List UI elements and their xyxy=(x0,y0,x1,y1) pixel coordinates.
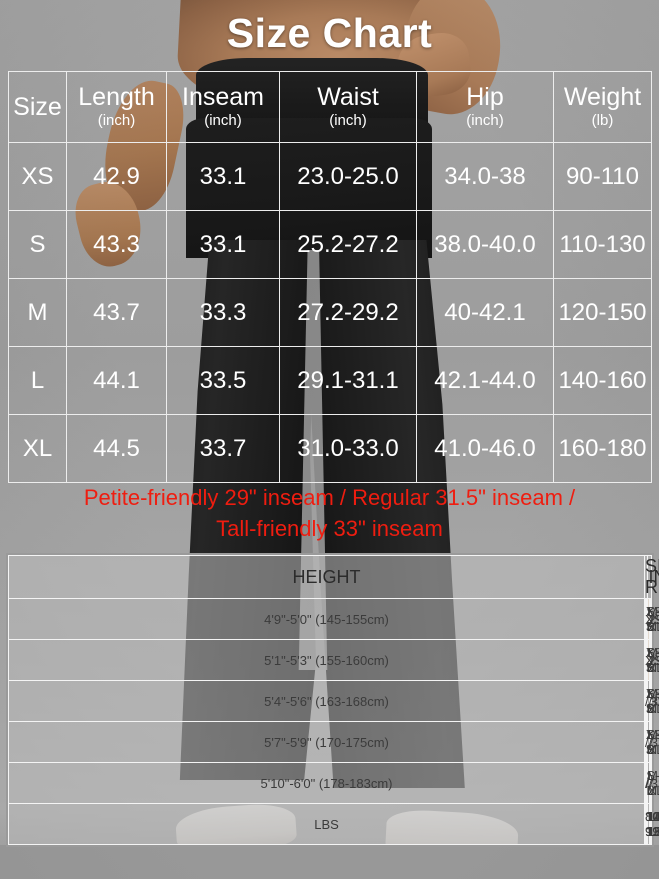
cell-lbs-inseam-blank xyxy=(649,803,653,845)
header-size: Size xyxy=(8,71,67,143)
table-row: 4'9"-5'0" (145-155cm)XSXS-SS-MM-LL-XL29/… xyxy=(7,598,659,640)
table-row: 5'10"-6'0" (178-183cm)//S-MM-LL-XL//33 xyxy=(7,762,659,804)
table-row: XL 44.5 33.7 31.0-33.0 41.0-46.0 160-180 xyxy=(8,414,652,483)
cell-weight: 90-110 xyxy=(553,142,652,211)
cell-size: XS xyxy=(8,142,67,211)
studio-floor xyxy=(0,845,659,879)
table-row: XS 42.9 33.1 23.0-25.0 34.0-38 90-110 xyxy=(8,142,652,211)
inseam-note-line-1: Petite-friendly 29" inseam / Regular 31.… xyxy=(83,485,576,510)
cell-height-range: 5'1"-5'3" (155-160cm) xyxy=(7,639,646,681)
cell-weight: 160-180 xyxy=(553,414,652,483)
table-row: L 44.1 33.5 29.1-31.1 42.1-44.0 140-160 xyxy=(8,346,652,415)
header-waist-unit: (inch) xyxy=(329,111,367,129)
header-weight-label: Weight xyxy=(563,83,642,111)
cell-size: XL xyxy=(8,414,67,483)
cell-weight: 120-150 xyxy=(553,278,652,347)
table-row: 5'1"-5'3" (155-160cm)XSXS-SS-MM-LL-XL29/… xyxy=(7,639,659,681)
header-length-unit: (inch) xyxy=(97,111,136,129)
cell-inseam: 33.1 xyxy=(166,210,280,279)
cell-lbs-label: LBS xyxy=(7,803,646,845)
size-table-body: XS 42.9 33.1 23.0-25.0 34.0-38 90-110 S 43.3 33.… xyxy=(8,142,652,483)
cell-waist: 31.0-33.0 xyxy=(279,414,417,483)
header-weight-unit: (lb) xyxy=(591,111,614,129)
cell-size: M xyxy=(8,278,67,347)
cell-hip: 41.0-46.0 xyxy=(416,414,554,483)
cell-length: 44.1 xyxy=(66,346,167,415)
cell-inseam: 33.3 xyxy=(166,278,280,347)
cell-waist: 25.2-27.2 xyxy=(279,210,417,279)
cell-hip: 34.0-38 xyxy=(416,142,554,211)
cell-hip: 40-42.1 xyxy=(416,278,554,347)
header-length: Length (inch) xyxy=(66,71,167,143)
cell-inseam: 33.5 xyxy=(166,346,280,415)
rec-header-recommendation: SIZE RECOMMENDATION xyxy=(643,555,659,599)
header-length-label: Length xyxy=(78,83,155,111)
header-waist: Waist (inch) xyxy=(279,71,417,143)
cell-size: L xyxy=(8,346,67,415)
page-title: Size Chart xyxy=(226,10,433,56)
cell-height-range: 5'10"-6'0" (178-183cm) xyxy=(7,762,646,804)
cell-weight: 140-160 xyxy=(553,346,652,415)
table-row: M 43.7 33.3 27.2-29.2 40-42.1 120-150 xyxy=(8,278,652,347)
cell-waist: 29.1-31.1 xyxy=(279,346,417,415)
cell-hip: 42.1-44.0 xyxy=(416,346,554,415)
cell-length: 43.3 xyxy=(66,210,167,279)
size-table-header-row: Size Length (inch) Inseam (inch) Waist (… xyxy=(8,71,652,143)
cell-height-range: 5'7"-5'9" (170-175cm) xyxy=(7,721,646,763)
header-hip-label: Hip xyxy=(466,83,504,111)
inseam-note-line-2: Tall-friendly 33" inseam xyxy=(216,516,443,542)
header-hip-unit: (inch) xyxy=(466,111,504,129)
size-recommendation-table: HEIGHT SIZE RECOMMENDATION INSEAM(IN) 4'… xyxy=(7,555,659,845)
table-row: S 43.3 33.1 25.2-27.2 38.0-40.0 110-130 xyxy=(8,210,652,279)
header-weight: Weight (lb) xyxy=(553,71,652,143)
cell-height-range: 4'9"-5'0" (145-155cm) xyxy=(7,598,646,640)
size-measurements-table: Size Length (inch) Inseam (inch) Waist (… xyxy=(8,71,652,483)
table-row: 5'4"-5'6" (163-168cm)/XS-SS-MM-LL-XL/31.… xyxy=(7,680,659,722)
cell-length: 42.9 xyxy=(66,142,167,211)
cell-height-range: 5'4"-5'6" (163-168cm) xyxy=(7,680,646,722)
header-hip: Hip (inch) xyxy=(416,71,554,143)
cell-lbs-range: 160-179 xyxy=(646,803,659,845)
rec-header-height: HEIGHT xyxy=(7,555,646,599)
inseam-note: Petite-friendly 29" inseam / Regular 31.… xyxy=(0,482,659,544)
cell-size: S xyxy=(8,210,67,279)
rec-table-body: 4'9"-5'0" (145-155cm)XSXS-SS-MM-LL-XL29/… xyxy=(7,598,659,845)
cell-waist: 23.0-25.0 xyxy=(279,142,417,211)
rec-table-header-row: HEIGHT SIZE RECOMMENDATION INSEAM(IN) xyxy=(7,555,659,599)
cell-hip: 38.0-40.0 xyxy=(416,210,554,279)
cell-weight: 110-130 xyxy=(553,210,652,279)
cell-length: 44.5 xyxy=(66,414,167,483)
size-recommendation-panel: HEIGHT SIZE RECOMMENDATION INSEAM(IN) 4'… xyxy=(6,553,659,847)
header-inseam-unit: (inch) xyxy=(204,111,242,129)
header-inseam-label: Inseam xyxy=(182,83,264,111)
cell-inseam: 33.7 xyxy=(166,414,280,483)
header-inseam: Inseam (inch) xyxy=(166,71,280,143)
cell-waist: 27.2-29.2 xyxy=(279,278,417,347)
table-row: 5'7"-5'9" (170-175cm)/XS-SS-MM-LL-XL//33 xyxy=(7,721,659,763)
header-size-label: Size xyxy=(13,92,62,121)
cell-length: 43.7 xyxy=(66,278,167,347)
header-waist-label: Waist xyxy=(317,83,379,111)
cell-inseam: 33.1 xyxy=(166,142,280,211)
